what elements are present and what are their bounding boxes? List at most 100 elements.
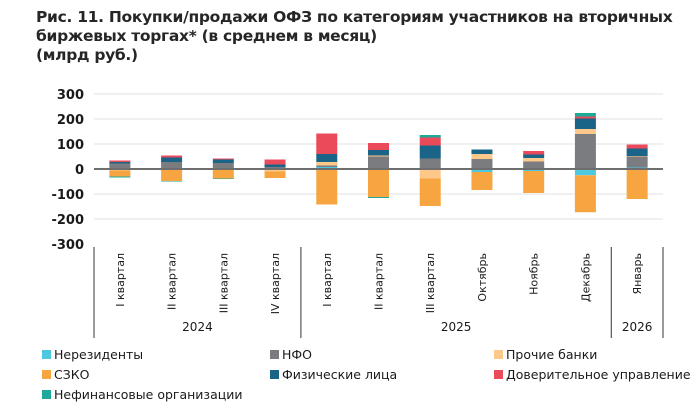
bar-segment bbox=[161, 169, 183, 181]
x-category-label: IV квартал bbox=[269, 253, 282, 314]
chart-title: Рис. 11. Покупки/продажи ОФЗ по категори… bbox=[36, 8, 686, 65]
bar-segment bbox=[574, 169, 596, 176]
x-category-label: III квартал bbox=[424, 253, 437, 313]
legend-swatch bbox=[494, 370, 503, 379]
bar-segment bbox=[471, 169, 493, 172]
x-axis: I квартал II квартал III квартал IV квартал… bbox=[93, 247, 664, 338]
bar-segment bbox=[368, 150, 389, 156]
bar-segment bbox=[264, 171, 286, 178]
bar-segment bbox=[264, 164, 286, 167]
bar-segment bbox=[523, 154, 545, 158]
bar-segment bbox=[419, 158, 441, 169]
legend-label: Прочие банки bbox=[506, 347, 598, 362]
bar-segment bbox=[574, 175, 596, 213]
bar-segment bbox=[109, 163, 131, 169]
bar-segment bbox=[109, 162, 131, 164]
bar-stack bbox=[161, 155, 183, 182]
bar-stacks bbox=[109, 113, 648, 213]
bar-stack bbox=[368, 143, 389, 198]
bar-segment bbox=[212, 163, 234, 169]
bar-segment bbox=[419, 145, 441, 159]
legend-swatch bbox=[270, 350, 279, 359]
legend-item: СЗКО bbox=[42, 367, 89, 382]
bar-stack bbox=[419, 135, 441, 206]
bar-segment bbox=[419, 135, 441, 138]
y-tick-label: 0 bbox=[75, 163, 84, 178]
legend-label: СЗКО bbox=[54, 367, 90, 382]
bar-segment bbox=[316, 162, 338, 166]
y-tick-label: 300 bbox=[57, 88, 84, 103]
legend-label: Доверительное управление bbox=[506, 367, 691, 382]
bar-segment bbox=[161, 157, 183, 162]
legend-swatch bbox=[42, 350, 51, 359]
x-category-label: I квартал bbox=[114, 253, 127, 307]
legend-label: Нефинансовые организации bbox=[54, 387, 243, 402]
bar-segment bbox=[471, 172, 493, 190]
bar-segment bbox=[419, 178, 441, 206]
legend-item: Физические лица bbox=[270, 367, 397, 382]
x-category-label: Декабрь bbox=[579, 253, 592, 302]
y-axis-tick-labels: 300 200 100 0 -100 -200 -300 bbox=[51, 88, 84, 253]
x-category-label: I квартал bbox=[321, 253, 334, 307]
legend-swatch bbox=[42, 370, 51, 379]
y-tick-label: 100 bbox=[57, 138, 84, 153]
bar-segment bbox=[419, 169, 441, 179]
bar-segment bbox=[316, 165, 338, 167]
bar-segment bbox=[626, 156, 648, 168]
bar-segment bbox=[109, 176, 131, 178]
bar-segment bbox=[264, 159, 286, 165]
chart-subtitle-units: (млрд руб.) bbox=[36, 46, 138, 64]
bar-segment bbox=[161, 162, 183, 169]
bar-stack bbox=[471, 149, 493, 190]
bar-segment bbox=[368, 169, 389, 197]
x-category-label: Октябрь bbox=[476, 253, 489, 302]
x-category-label: Январь bbox=[631, 253, 644, 295]
legend-item: Прочие банки bbox=[494, 347, 597, 362]
bar-segment bbox=[212, 159, 234, 163]
bar-stack bbox=[316, 133, 338, 205]
y-tick-label: -300 bbox=[51, 238, 84, 253]
legend-swatch bbox=[494, 350, 503, 359]
bar-segment bbox=[368, 197, 389, 198]
bar-segment bbox=[574, 129, 596, 134]
bar-segment bbox=[574, 116, 596, 119]
bar-segment bbox=[316, 154, 338, 162]
bar-segment bbox=[574, 134, 596, 169]
bar-segment bbox=[316, 133, 338, 154]
x-category-label: II квартал bbox=[373, 253, 386, 310]
bar-segment bbox=[574, 118, 596, 129]
bar-stack bbox=[523, 151, 545, 193]
bar-segment bbox=[264, 169, 286, 172]
chart-title-line-2: биржевых торгах* (в среднем в месяц) bbox=[36, 27, 377, 45]
y-tick-label: 200 bbox=[57, 113, 84, 128]
bar-segment bbox=[626, 169, 648, 199]
legend-label: Физические лица bbox=[282, 367, 398, 382]
legend-item: Доверительное управление bbox=[494, 367, 691, 382]
bar-segment bbox=[368, 143, 389, 150]
chart-title-line-1: Рис. 11. Покупки/продажи ОФЗ по категори… bbox=[36, 8, 673, 26]
bar-segment bbox=[316, 169, 338, 205]
bar-stack bbox=[626, 144, 648, 199]
x-category-label: Ноябрь bbox=[528, 253, 541, 295]
bar-segment bbox=[471, 154, 493, 159]
x-category-label: III квартал bbox=[217, 253, 230, 313]
bar-segment bbox=[626, 148, 648, 156]
legend-swatch bbox=[270, 370, 279, 379]
bar-segment bbox=[212, 178, 234, 179]
bar-segment bbox=[109, 170, 131, 177]
bar-segment bbox=[161, 181, 183, 182]
x-year-label: 2025 bbox=[441, 320, 472, 334]
bar-segment bbox=[626, 156, 648, 157]
bar-segment bbox=[212, 169, 234, 179]
bar-stack bbox=[574, 113, 596, 213]
bar-segment bbox=[368, 156, 389, 169]
y-tick-label: -100 bbox=[51, 188, 84, 203]
bar-segment bbox=[368, 155, 389, 157]
y-tick-label: -200 bbox=[51, 213, 84, 228]
legend-item: НФО bbox=[270, 347, 312, 362]
bar-segment bbox=[161, 155, 183, 158]
bar-stack bbox=[212, 158, 234, 179]
bar-segment bbox=[523, 171, 545, 193]
x-year-label: 2024 bbox=[182, 320, 213, 334]
